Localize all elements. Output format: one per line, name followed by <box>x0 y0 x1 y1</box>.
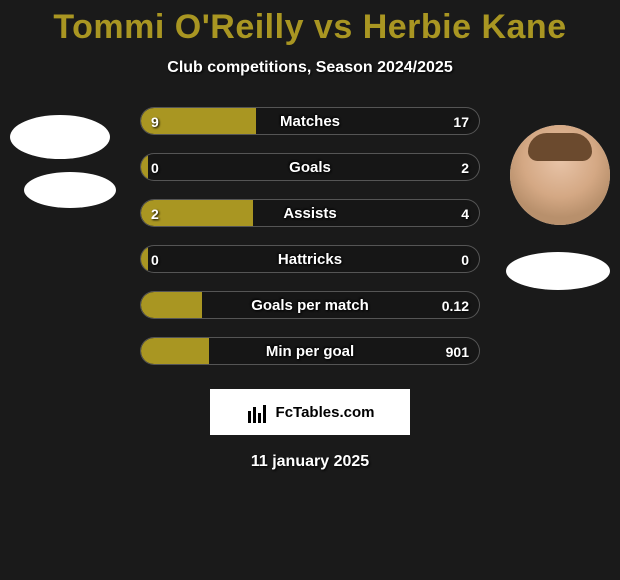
page-title: Tommi O'Reilly vs Herbie Kane <box>0 8 620 47</box>
stat-bar: 901Min per goal <box>140 337 480 365</box>
stat-bar: 00Hattricks <box>140 245 480 273</box>
brand-box: FcTables.com <box>210 389 410 435</box>
stat-label: Hattricks <box>141 246 479 273</box>
stat-bar: 02Goals <box>140 153 480 181</box>
subtitle: Club competitions, Season 2024/2025 <box>0 59 620 77</box>
player-right-avatar <box>510 125 610 225</box>
date-text: 11 january 2025 <box>0 453 620 471</box>
stat-label: Assists <box>141 200 479 227</box>
stat-label: Goals per match <box>141 292 479 319</box>
brand-logo-icon <box>246 401 268 423</box>
stat-label: Min per goal <box>141 338 479 365</box>
stat-label: Goals <box>141 154 479 181</box>
player-left-badge <box>24 172 116 208</box>
brand-text: FcTables.com <box>276 404 375 421</box>
player-right-badge <box>506 252 610 290</box>
player-left-avatar <box>10 115 110 159</box>
stat-label: Matches <box>141 108 479 135</box>
stat-bar: 917Matches <box>140 107 480 135</box>
stats-bar-list: 917Matches 02Goals 24Assists 00Hattricks 0.1… <box>140 107 480 365</box>
stat-bar: 0.12Goals per match <box>140 291 480 319</box>
stat-bar: 24Assists <box>140 199 480 227</box>
